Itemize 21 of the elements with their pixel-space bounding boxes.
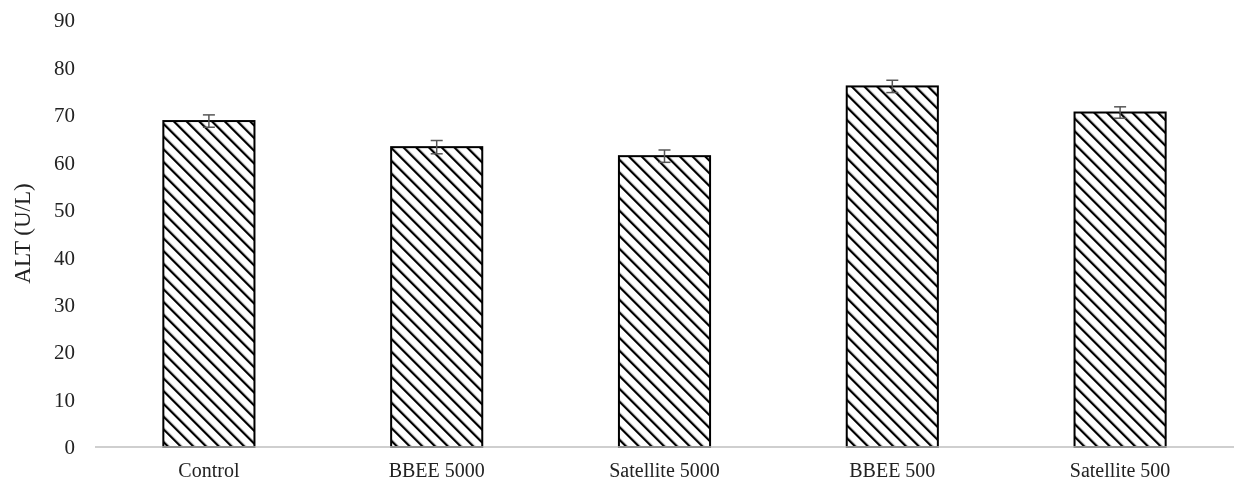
y-tick-label: 70 xyxy=(54,103,75,128)
y-tick-label: 90 xyxy=(54,8,75,33)
bar xyxy=(617,155,712,448)
x-tick-label: Control xyxy=(178,459,240,481)
bar xyxy=(1073,111,1167,448)
bar xyxy=(845,85,939,448)
y-tick-label: 20 xyxy=(54,340,75,365)
bar xyxy=(390,146,484,448)
y-tick-label: 80 xyxy=(54,55,75,80)
y-tick-label: 10 xyxy=(54,387,75,412)
y-tick-label: 30 xyxy=(54,293,75,318)
x-tick-label: BBEE 500 xyxy=(849,459,936,481)
y-tick-label: 40 xyxy=(54,245,75,270)
x-tick-label: BBEE 5000 xyxy=(388,459,485,481)
y-tick-label: 60 xyxy=(54,150,75,175)
x-tick-label: Satellite 500 xyxy=(1069,459,1171,481)
y-tick-label: 50 xyxy=(54,198,75,223)
y-axis-title: ALT (U/L) xyxy=(10,183,35,284)
bar xyxy=(162,120,256,448)
x-tick-label: Satellite 5000 xyxy=(609,459,720,481)
y-tick-label: 0 xyxy=(64,435,75,460)
